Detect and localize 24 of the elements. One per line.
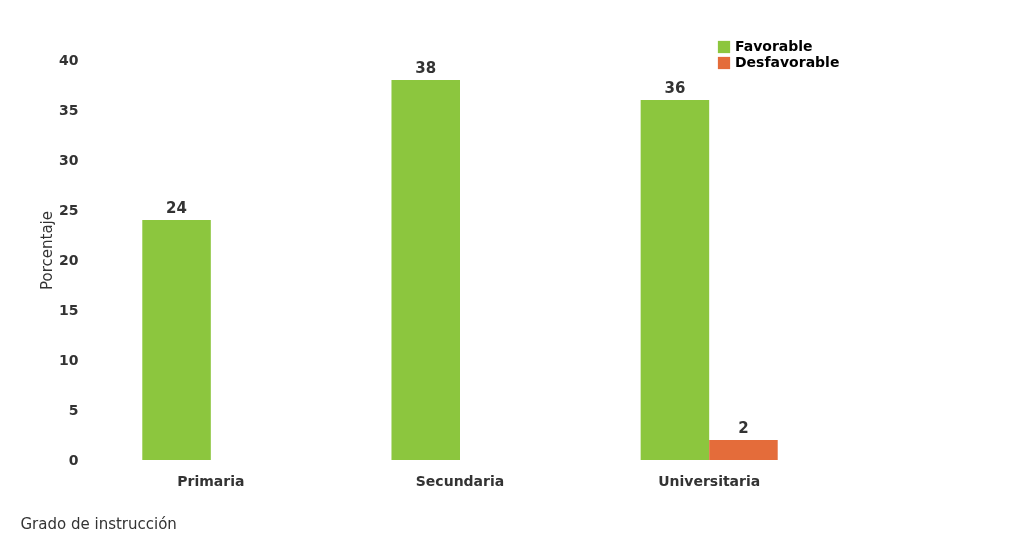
y-tick-label: 35 xyxy=(59,101,79,118)
data-label: 36 xyxy=(664,79,686,97)
y-axis-title: Porcentaje xyxy=(38,211,57,290)
data-label: 24 xyxy=(166,199,187,217)
y-tick-label: 20 xyxy=(59,251,79,268)
y-tick-label: 10 xyxy=(59,351,79,368)
x-tick-label: Primaria xyxy=(177,472,245,489)
y-tick-label: 5 xyxy=(68,401,79,418)
y-tick-label: 30 xyxy=(59,151,79,168)
bar xyxy=(640,100,710,460)
data-label: 38 xyxy=(415,59,437,77)
x-tick-label: Universitaria xyxy=(658,472,761,489)
legend-label: Desfavorable xyxy=(735,54,840,70)
bar xyxy=(142,220,211,460)
x-axis-title: Grado de instrucción xyxy=(20,514,177,533)
bar xyxy=(709,440,778,460)
x-tick-label: Secundaria xyxy=(415,472,505,489)
y-tick-label: 15 xyxy=(59,301,79,318)
legend-label: Favorable xyxy=(735,38,813,54)
y-tick-label: 0 xyxy=(68,451,79,468)
bar xyxy=(391,80,460,460)
y-tick-label: 25 xyxy=(59,201,79,218)
y-tick-label: 40 xyxy=(59,51,79,68)
data-label: 2 xyxy=(738,419,749,437)
